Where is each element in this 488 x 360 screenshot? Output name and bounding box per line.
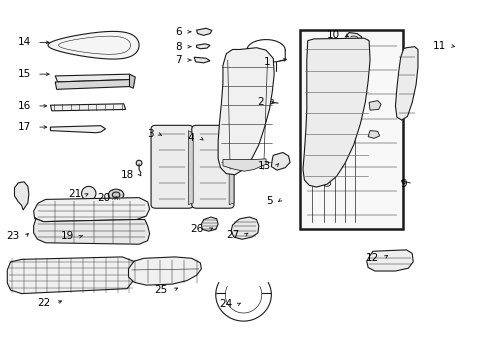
Polygon shape <box>194 57 209 63</box>
Text: 26: 26 <box>190 224 203 234</box>
Ellipse shape <box>394 258 402 263</box>
Ellipse shape <box>81 186 96 201</box>
Text: 22: 22 <box>37 298 50 309</box>
Polygon shape <box>196 44 209 49</box>
Text: 6: 6 <box>175 27 182 37</box>
Text: 20: 20 <box>97 193 110 203</box>
Text: 3: 3 <box>146 129 153 139</box>
Polygon shape <box>50 126 105 133</box>
Text: 16: 16 <box>18 101 31 111</box>
Text: 5: 5 <box>266 196 273 206</box>
Ellipse shape <box>310 177 320 184</box>
Text: 12: 12 <box>365 253 378 262</box>
Polygon shape <box>231 217 258 239</box>
Text: 13: 13 <box>257 161 270 171</box>
Polygon shape <box>367 131 379 138</box>
Polygon shape <box>223 159 265 171</box>
Polygon shape <box>366 250 412 271</box>
Text: 10: 10 <box>326 30 340 40</box>
Polygon shape <box>34 218 149 244</box>
Text: 9: 9 <box>400 179 407 189</box>
Polygon shape <box>368 100 380 110</box>
Text: 14: 14 <box>18 37 31 48</box>
Text: 18: 18 <box>121 170 134 180</box>
Polygon shape <box>55 74 133 82</box>
Polygon shape <box>196 28 211 35</box>
Bar <box>299 30 402 229</box>
Polygon shape <box>229 131 233 205</box>
Polygon shape <box>271 153 289 170</box>
Text: 2: 2 <box>257 98 263 107</box>
Text: 19: 19 <box>61 231 74 242</box>
Polygon shape <box>129 74 135 88</box>
Ellipse shape <box>18 187 25 200</box>
Ellipse shape <box>136 160 142 166</box>
Text: 4: 4 <box>187 133 194 143</box>
Text: 8: 8 <box>175 42 182 51</box>
Polygon shape <box>55 80 133 89</box>
FancyBboxPatch shape <box>191 125 233 208</box>
Polygon shape <box>346 32 361 43</box>
Polygon shape <box>34 198 149 222</box>
Polygon shape <box>7 257 135 294</box>
Polygon shape <box>50 104 125 111</box>
FancyBboxPatch shape <box>151 125 193 208</box>
Text: 11: 11 <box>432 41 445 51</box>
Polygon shape <box>128 257 201 285</box>
Text: 23: 23 <box>6 231 19 242</box>
Text: 1: 1 <box>264 57 270 67</box>
Polygon shape <box>188 131 193 205</box>
Text: 7: 7 <box>175 55 182 65</box>
Polygon shape <box>201 217 218 231</box>
Polygon shape <box>48 31 139 59</box>
Ellipse shape <box>261 98 267 104</box>
Ellipse shape <box>323 181 330 186</box>
Ellipse shape <box>379 258 386 263</box>
Polygon shape <box>267 99 273 104</box>
Text: 27: 27 <box>226 230 239 240</box>
Polygon shape <box>218 48 274 175</box>
Polygon shape <box>303 38 369 187</box>
Text: 21: 21 <box>68 189 81 199</box>
Text: 24: 24 <box>219 299 232 309</box>
Ellipse shape <box>112 192 120 198</box>
Text: 17: 17 <box>18 122 31 132</box>
Text: 15: 15 <box>18 69 31 79</box>
Text: 25: 25 <box>154 285 167 295</box>
Polygon shape <box>15 182 29 210</box>
Ellipse shape <box>108 189 123 201</box>
Polygon shape <box>395 47 417 120</box>
